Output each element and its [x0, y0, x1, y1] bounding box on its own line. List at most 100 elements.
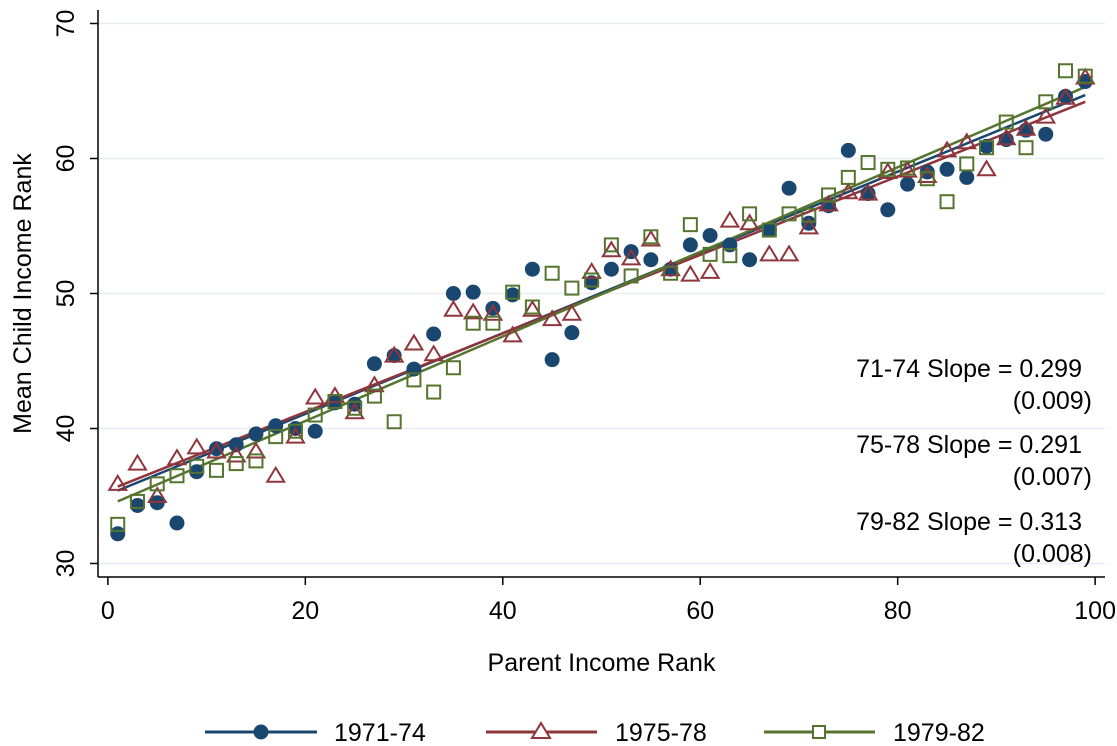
point-triangle [225, 445, 247, 463]
point-square [801, 207, 817, 223]
point-square [149, 476, 165, 492]
point-circle [208, 441, 224, 457]
x-tick-label: 100 [1074, 597, 1116, 625]
point-circle [248, 426, 264, 442]
point-triangle [166, 448, 188, 466]
y-tick-label: 40 [52, 415, 80, 443]
point-triangle [620, 248, 642, 266]
point-square [860, 155, 876, 171]
point-square [959, 156, 975, 172]
point-triangle [917, 166, 938, 184]
y-axis-title: Mean Child Income Rank [9, 153, 37, 434]
point-triangle [561, 303, 583, 321]
point-square [979, 140, 995, 156]
point-triangle [778, 244, 800, 262]
point-triangle [956, 132, 978, 150]
point-triangle [443, 299, 464, 317]
point-triangle [680, 264, 701, 282]
point-triangle [502, 325, 523, 343]
point-triangle [976, 159, 997, 177]
point-circle [564, 325, 580, 341]
point-triangle [699, 261, 721, 279]
point-triangle [423, 344, 444, 362]
point-circle [426, 326, 442, 342]
point-square [761, 222, 777, 238]
point-square [327, 394, 343, 409]
legend-label-3: 1979-82 [893, 719, 985, 746]
point-circle [880, 202, 896, 218]
annotation-1-se: (0.009) [1013, 387, 1092, 415]
point-circle [702, 227, 718, 243]
markers [107, 63, 1096, 542]
point-square [682, 217, 698, 233]
point-square [663, 265, 679, 281]
point-circle [761, 222, 777, 238]
point-square [564, 280, 580, 296]
point-square [287, 423, 303, 439]
point-triangle [719, 210, 741, 228]
point-circle [900, 176, 916, 192]
point-circle [643, 252, 659, 268]
point-square [821, 187, 837, 203]
y-tick-label: 30 [52, 550, 80, 578]
legend-label-1: 1971-74 [334, 719, 426, 746]
point-square [880, 161, 896, 177]
point-square [406, 372, 422, 388]
point-square [998, 114, 1014, 130]
point-square [505, 284, 521, 300]
annotation-3-slope: 79-82 Slope = 0.313 [856, 508, 1082, 536]
point-square [1058, 63, 1074, 79]
point-circle [939, 161, 955, 177]
point-triangle [581, 261, 602, 279]
point-square [347, 400, 363, 416]
point-triangle [482, 303, 504, 321]
point-square [702, 246, 718, 262]
annotation-2-slope: 75-78 Slope = 0.291 [856, 431, 1082, 459]
point-circle [505, 287, 521, 303]
point-triangle [522, 299, 543, 317]
series-3-points [110, 63, 1093, 532]
y-tick-label: 60 [52, 145, 80, 173]
point-circle [228, 437, 244, 453]
point-triangle [739, 213, 760, 231]
point-triangle [838, 182, 859, 200]
point-square [445, 360, 461, 376]
point-square [781, 206, 797, 222]
point-square [742, 206, 758, 222]
point-triangle [1035, 106, 1057, 124]
point-circle [742, 252, 758, 268]
point-square [584, 272, 600, 288]
point-square [1038, 94, 1054, 110]
point-triangle [146, 486, 168, 503]
point-triangle [897, 160, 918, 178]
point-circle [544, 352, 560, 368]
point-circle [110, 526, 126, 542]
point-triangle [285, 426, 306, 444]
point-circle [189, 464, 205, 480]
point-square [643, 229, 659, 245]
y-tick-label: 50 [52, 280, 80, 308]
point-square [919, 171, 935, 187]
point-triangle [403, 333, 425, 351]
point-triangle [127, 453, 148, 471]
point-triangle [640, 229, 662, 247]
point-square [1077, 68, 1093, 84]
series-1-points [110, 74, 1093, 542]
point-triangle [541, 309, 563, 327]
x-axis-title: Parent Income Rank [488, 649, 716, 677]
point-square [307, 407, 323, 423]
point-triangle [265, 465, 286, 483]
legend-marker-square [812, 725, 826, 739]
legend: 1971-74 1975-78 1979-82 [205, 719, 985, 746]
point-square [485, 315, 501, 331]
point-circle [524, 261, 540, 277]
y-tick-label: 70 [52, 10, 80, 38]
point-square [426, 384, 442, 400]
point-circle [1058, 88, 1074, 104]
annotation-3-se: (0.008) [1013, 540, 1092, 568]
point-triangle [995, 128, 1017, 146]
point-square [722, 248, 738, 264]
point-triangle [936, 140, 958, 158]
